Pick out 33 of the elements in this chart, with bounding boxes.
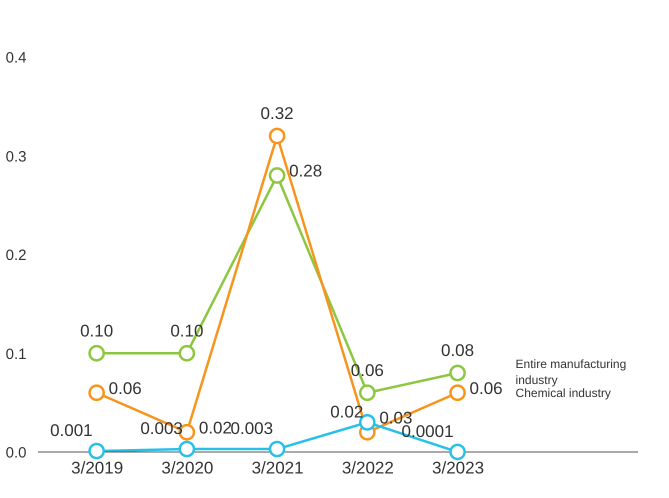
text: Entire manufacturing industry	[516, 357, 626, 387]
text: Chemical industry	[516, 386, 611, 400]
point	[268, 440, 286, 458]
point	[88, 344, 105, 362]
data-label: 0.28	[289, 162, 322, 180]
x-tick-label: 3/2022	[342, 458, 394, 478]
y-tick-label: 0.1	[6, 346, 26, 363]
x-tick-label: 3/2020	[161, 458, 214, 478]
data-label: 0.003	[230, 419, 274, 438]
y-tick-label: 0.2	[6, 247, 26, 264]
point	[178, 344, 196, 362]
data-label: 0.06	[108, 378, 142, 398]
y-tick-label: 0.3	[6, 148, 26, 166]
data-label: 0.08	[441, 341, 474, 360]
x-tick-label: 3/2023	[432, 458, 484, 478]
point	[449, 444, 466, 460]
x-tick-label: 3/2019	[71, 458, 124, 478]
point	[88, 384, 105, 402]
point	[449, 364, 466, 382]
point	[88, 442, 105, 460]
data-label: 0.06	[470, 378, 503, 398]
data-label: 0.10	[80, 321, 114, 340]
point	[178, 440, 196, 458]
point	[268, 167, 286, 184]
data-label: 0.02	[198, 418, 232, 438]
data-label: 0.32	[260, 104, 294, 123]
y-tick-label: 0.4	[6, 50, 26, 66]
point	[449, 384, 466, 402]
x-tick-label: 3/2021	[252, 458, 304, 478]
y-tick-label: 0.0	[6, 444, 26, 462]
data-label: 0.001	[50, 421, 93, 440]
point	[268, 128, 286, 144]
point	[359, 384, 376, 402]
